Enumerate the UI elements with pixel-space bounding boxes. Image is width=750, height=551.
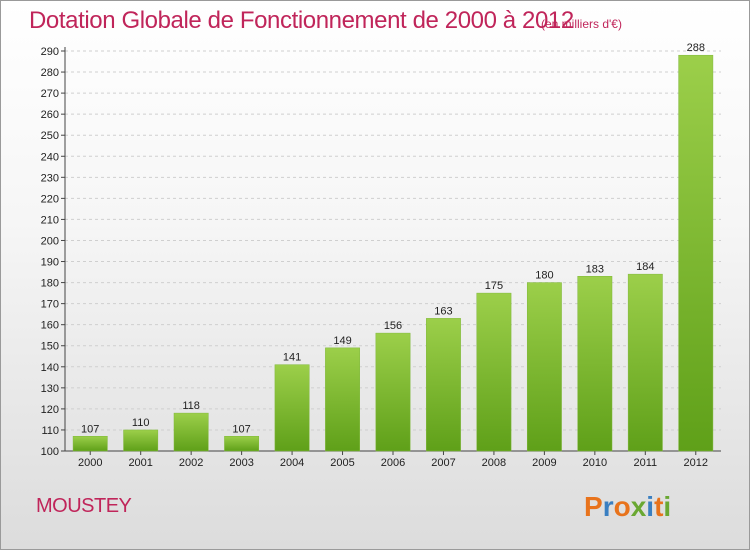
bar-value-label: 149 (333, 335, 351, 347)
y-tick-label: 250 (41, 130, 59, 142)
x-tick-label: 2000 (78, 457, 102, 469)
y-tick-label: 110 (41, 425, 59, 437)
y-tick-label: 290 (41, 46, 59, 58)
y-tick-label: 220 (41, 193, 59, 205)
bar-value-label: 141 (283, 352, 301, 364)
y-tick-label: 260 (41, 109, 59, 121)
bar-value-label: 107 (81, 423, 99, 435)
x-tick-label: 2002 (179, 457, 203, 469)
bar (577, 276, 613, 452)
bar (123, 429, 159, 452)
y-tick-label: 210 (41, 214, 59, 226)
bar-value-label: 180 (535, 270, 553, 282)
x-tick-label: 2003 (229, 457, 253, 469)
y-tick-label: 100 (41, 446, 59, 458)
logo-letter: r (602, 491, 614, 522)
x-tick-labels: 2000 2001 2002 2003 2004 2005 2006 2007 2008 2009… (78, 457, 708, 469)
logo-letter: o (613, 491, 631, 522)
chart-title: Dotation Globale de Fonctionnement de 20… (29, 7, 574, 34)
bar (173, 412, 209, 452)
bar-value-label: 288 (687, 42, 705, 54)
bar-value-label: 107 (232, 423, 250, 435)
bar (274, 364, 310, 452)
y-tick-label: 200 (41, 235, 59, 247)
bar (375, 332, 411, 452)
commune-name: MOUSTEY (36, 495, 132, 517)
bar (526, 282, 562, 452)
y-tick-labels: 100 110 120 130 140 150 160 170 180 190 200 210 220 2… (41, 46, 59, 458)
bar-value-label: 184 (636, 261, 654, 273)
bar (678, 54, 714, 452)
x-tick-label: 2008 (482, 457, 506, 469)
y-tick-label: 180 (41, 278, 59, 290)
bar (426, 318, 461, 452)
y-tick-label: 240 (41, 151, 59, 163)
chart-subtitle: (en milliers d'€) (541, 17, 622, 31)
x-tick-label: 2011 (633, 457, 657, 469)
y-tick-label: 160 (41, 320, 59, 332)
logo-letter: t (654, 491, 664, 522)
y-tick-label: 280 (41, 67, 59, 79)
bar-value-label: 183 (586, 263, 604, 275)
bar-value-label: 163 (434, 305, 452, 317)
y-tick-label: 230 (41, 172, 59, 184)
bar (325, 347, 360, 452)
logo-letter: i (646, 491, 655, 522)
y-tick-label: 190 (41, 257, 59, 269)
bar-value-label: 156 (384, 320, 402, 332)
bar (72, 436, 108, 452)
bar-value-label: 110 (132, 417, 150, 429)
bar (476, 292, 512, 452)
logo-letter: x (630, 491, 647, 522)
bar-value-label: 118 (182, 400, 200, 412)
y-tick-label: 130 (41, 383, 59, 395)
x-tick-label: 2004 (280, 457, 304, 469)
y-tick-label: 170 (41, 299, 59, 311)
logo-letter: i (663, 491, 672, 522)
x-tick-label: 2010 (583, 457, 607, 469)
x-tick-label: 2005 (330, 457, 354, 469)
value-labels: 107 110 118 107 141 149 156 163 175 180 183 184 288 (81, 42, 705, 435)
y-tick-label: 140 (41, 362, 59, 374)
bar (627, 273, 663, 452)
x-tick-label: 2007 (431, 457, 455, 469)
x-tick-label: 2006 (381, 457, 405, 469)
x-tick-label: 2001 (128, 457, 152, 469)
y-tick-label: 120 (41, 404, 59, 416)
logo-letter: P (584, 491, 603, 522)
x-tick-label: 2012 (684, 457, 708, 469)
y-tick-label: 270 (41, 88, 59, 100)
bar (224, 436, 260, 452)
bar-value-label: 175 (485, 280, 503, 292)
proxiti-logo: Proxiti (584, 491, 671, 523)
bars (72, 54, 714, 452)
x-tick-label: 2009 (532, 457, 556, 469)
y-tick-label: 150 (41, 341, 59, 353)
